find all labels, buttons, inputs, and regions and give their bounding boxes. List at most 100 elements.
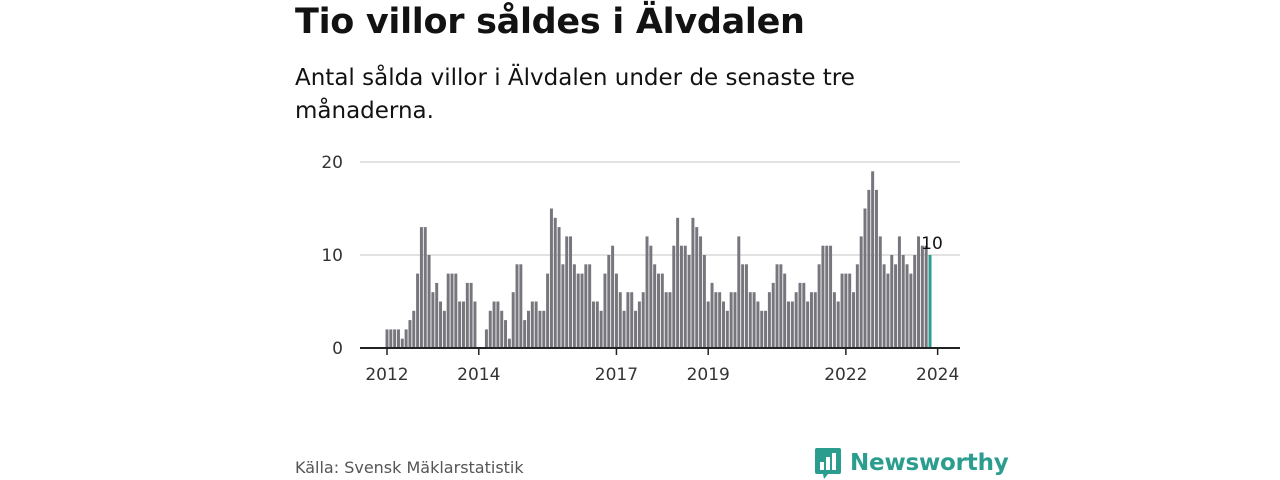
bar [649, 245, 653, 348]
bar [660, 273, 664, 348]
bars [385, 171, 932, 348]
bar [599, 310, 603, 348]
bar [886, 273, 890, 348]
bar [695, 227, 699, 348]
bar [882, 264, 886, 348]
bar [817, 264, 821, 348]
bar [557, 227, 561, 348]
bar [630, 292, 634, 348]
bar [496, 301, 500, 348]
bar [412, 310, 416, 348]
bar [798, 282, 802, 348]
bar [637, 301, 641, 348]
bar [450, 273, 454, 348]
bar [538, 310, 542, 348]
bar [492, 301, 496, 348]
bar [427, 255, 431, 348]
bar [515, 264, 519, 348]
x-tick-label: 2017 [595, 365, 638, 385]
bar [626, 292, 630, 348]
bar [737, 236, 741, 348]
bar [840, 273, 844, 348]
bar [645, 236, 649, 348]
bar [668, 292, 672, 348]
bar [874, 189, 878, 348]
bar [691, 217, 695, 348]
bar [894, 264, 898, 348]
bar [702, 255, 706, 348]
bar [408, 320, 412, 348]
bar [859, 236, 863, 348]
bar [664, 292, 668, 348]
bar [748, 292, 752, 348]
bar [779, 264, 783, 348]
bar [389, 329, 393, 348]
bar [569, 236, 573, 348]
bar [446, 273, 450, 348]
bar [484, 329, 488, 348]
bar [611, 245, 615, 348]
bar [653, 264, 657, 348]
source-note: Källa: Svensk Mäklarstatistik [295, 458, 524, 477]
bar [634, 310, 638, 348]
bar [511, 292, 515, 348]
bar [561, 264, 565, 348]
highlight-bar [928, 255, 932, 348]
bar [764, 310, 768, 348]
bar [741, 264, 745, 348]
bar [787, 301, 790, 348]
x-tick-label: 2022 [824, 365, 867, 385]
bar [465, 282, 469, 348]
bar [771, 282, 775, 348]
bar [683, 245, 687, 348]
bar [832, 292, 836, 348]
bar [534, 301, 538, 348]
bar [488, 310, 492, 348]
bar [783, 273, 787, 348]
bar [603, 273, 607, 348]
bar [676, 217, 680, 348]
bar [607, 255, 611, 348]
bar [802, 282, 806, 348]
bar [454, 273, 458, 348]
bar [809, 292, 813, 348]
bar [806, 301, 810, 348]
bar [710, 282, 714, 348]
bar [794, 292, 798, 348]
bar [419, 227, 423, 348]
bar [722, 301, 725, 348]
bar [584, 264, 588, 348]
x-tick-label: 2024 [916, 365, 959, 385]
bar [385, 329, 389, 348]
bar [588, 264, 592, 348]
bar [526, 310, 530, 348]
bar [920, 245, 924, 348]
x-tick-label: 2012 [365, 365, 408, 385]
bar [733, 292, 737, 348]
bar [523, 320, 527, 348]
bar [744, 264, 748, 348]
bar [504, 320, 508, 348]
bar [622, 310, 626, 348]
bar [813, 292, 817, 348]
bar [439, 301, 443, 348]
bar [901, 255, 905, 348]
bar [553, 217, 557, 348]
chart-title: Tio villor såldes i Älvdalen [295, 2, 805, 42]
bar [825, 245, 829, 348]
chart-subtitle: Antal sålda villor i Älvdalen under de s… [295, 65, 855, 124]
bar [718, 292, 722, 348]
bar [844, 273, 848, 348]
y-tick-label: 20 [321, 153, 343, 173]
bar [890, 255, 894, 348]
bar [687, 255, 691, 348]
bar [546, 273, 550, 348]
bar [867, 189, 871, 348]
bar [565, 236, 569, 348]
bar [760, 310, 764, 348]
x-axis [360, 347, 960, 355]
bar [917, 236, 921, 348]
bar [672, 245, 676, 348]
